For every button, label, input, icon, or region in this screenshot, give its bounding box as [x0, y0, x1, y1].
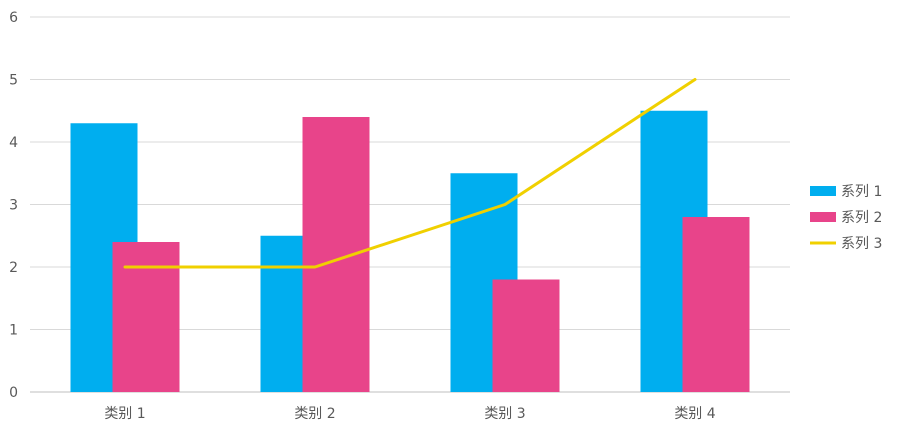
bar-2-4	[682, 217, 750, 392]
series-line	[123, 78, 697, 269]
bar-2-3	[492, 279, 560, 392]
y-tick-label: 4	[9, 135, 18, 151]
bars	[70, 110, 750, 392]
y-tick-label: 1	[9, 323, 18, 339]
y-tick-label: 3	[9, 198, 18, 214]
legend: 系列 1 系列 2 系列 3	[810, 184, 882, 252]
x-tick-label: 类别 3	[484, 406, 525, 422]
x-tick-label: 类别 1	[104, 406, 145, 422]
legend-label: 系列 2	[841, 210, 882, 226]
y-tick-label: 0	[9, 385, 18, 401]
y-tick-label: 2	[9, 260, 18, 276]
x-axis-ticks: 类别 1 类别 2 类别 3 类别 4	[104, 406, 715, 422]
bar-2-1	[112, 242, 180, 392]
legend-swatch	[810, 212, 836, 222]
legend-swatch	[810, 186, 836, 196]
legend-label: 系列 1	[841, 184, 882, 200]
y-tick-label: 5	[9, 73, 18, 89]
x-tick-label: 类别 4	[674, 406, 715, 422]
bar-2-2	[302, 117, 370, 392]
y-axis-ticks: 0 1 2 3 4 5 6	[9, 10, 18, 401]
x-tick-label: 类别 2	[294, 406, 335, 422]
legend-label: 系列 3	[841, 236, 882, 252]
line-series	[123, 78, 697, 269]
y-tick-label: 6	[9, 10, 18, 26]
